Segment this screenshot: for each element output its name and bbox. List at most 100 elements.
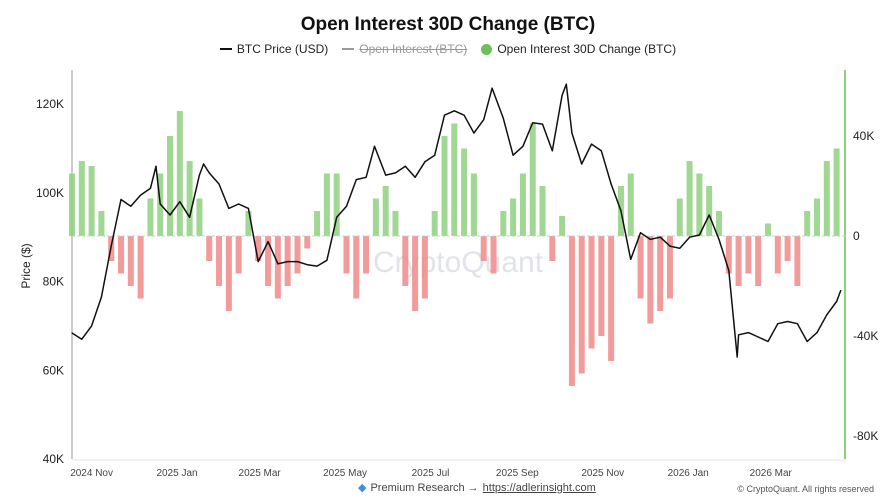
btc-price-point <box>228 207 230 209</box>
btc-price-point <box>532 122 534 124</box>
btc-price-point <box>728 269 730 272</box>
y-tick-label: 100K <box>36 186 64 200</box>
oi-bar-negative <box>755 236 762 286</box>
oi-bar-negative <box>588 236 595 349</box>
btc-price-point <box>404 165 406 167</box>
btc-price-point <box>649 238 651 241</box>
btc-price-point <box>463 114 465 116</box>
btc-price-point <box>316 265 318 267</box>
oi-bar-negative <box>137 236 144 299</box>
btc-price-point <box>238 203 240 205</box>
btc-price-point <box>355 178 357 181</box>
oi-bar-negative <box>206 236 213 261</box>
btc-price-point <box>247 207 250 209</box>
btc-price-point <box>688 236 691 238</box>
btc-price-point <box>600 150 602 152</box>
legend-item-open-interest[interactable]: Open Interest (BTC) <box>342 42 467 56</box>
legend: BTC Price (USD) Open Interest (BTC) Open… <box>0 42 896 56</box>
legend-item-btc-price[interactable]: BTC Price (USD) <box>219 42 329 56</box>
btc-price-point <box>385 174 387 176</box>
btc-price-point <box>796 323 798 325</box>
btc-price-point <box>159 203 161 205</box>
oi-bar-negative <box>578 236 585 374</box>
oi-bar-positive <box>196 198 203 236</box>
btc-price-point <box>512 154 514 156</box>
btc-price-line <box>71 83 842 358</box>
legend-item-oi-30d-change[interactable]: Open Interest 30D Change (BTC) <box>481 42 676 56</box>
oi-bar-positive <box>176 111 183 236</box>
btc-price-point <box>296 261 299 263</box>
oi-bar-negative <box>421 236 428 299</box>
btc-price-point <box>698 234 700 236</box>
oi-bar-negative <box>216 236 223 286</box>
x-tick-label: 2025 Sep <box>496 468 539 479</box>
x-tick-label: 2024 Nov <box>70 468 113 479</box>
footer-promo: ◆ Premium Research → https://adlerinsigh… <box>358 481 596 495</box>
x-tick-label: 2025 Jul <box>412 468 450 479</box>
btc-price-point <box>257 261 259 263</box>
btc-price-point <box>610 183 612 185</box>
oi-bar-negative <box>363 236 370 274</box>
y-tick-label: 60K <box>43 363 64 377</box>
oi-bar-negative <box>666 236 673 299</box>
btc-price-point <box>198 174 201 176</box>
oi-bar-negative <box>255 236 262 261</box>
line-swatch-icon <box>219 48 232 50</box>
btc-price-point <box>414 176 416 178</box>
oi-bar-positive <box>804 211 811 236</box>
btc-price-point <box>840 289 842 292</box>
btc-price-point <box>747 331 749 334</box>
btc-price-point <box>365 176 367 178</box>
gem-icon: ◆ <box>358 482 367 494</box>
y2-tick-label: -40K <box>853 329 878 343</box>
oi-bar-positive <box>500 211 507 236</box>
btc-price-point <box>179 201 181 203</box>
x-tick-label: 2025 May <box>323 468 367 479</box>
legend-label: BTC Price (USD) <box>236 42 329 56</box>
oi-bar-positive <box>431 211 438 236</box>
oi-bar-negative <box>274 236 281 299</box>
promo-link[interactable]: https://adlerinsight.com <box>482 481 596 494</box>
oi-bar-positive <box>69 173 75 236</box>
btc-price-point <box>718 238 720 241</box>
legend-label: Open Interest (BTC) <box>359 42 468 56</box>
btc-price-point <box>394 172 397 174</box>
oi-bar-positive <box>706 186 713 236</box>
oi-bar-negative <box>353 236 360 299</box>
oi-bar-positive <box>392 211 399 236</box>
btc-price-point <box>522 145 524 147</box>
oi-bar-negative <box>235 236 242 274</box>
btc-price-point <box>277 263 279 265</box>
btc-price-point <box>835 300 838 303</box>
btc-price-point <box>757 336 759 338</box>
oi-bar-positive <box>559 216 566 236</box>
btc-price-point <box>679 247 681 249</box>
btc-price-point <box>767 340 769 343</box>
oi-bar-negative <box>118 236 125 274</box>
oi-bar-negative <box>549 236 556 261</box>
oi-bar-negative <box>774 236 781 274</box>
btc-price-point <box>203 163 205 165</box>
oi-bar-positive <box>676 198 683 236</box>
oi-bar-negative <box>598 236 605 336</box>
oi-bar-positive <box>510 198 517 236</box>
btc-price-point <box>267 241 269 243</box>
oi-bar-positive <box>686 161 693 236</box>
copyright: © CryptoQuant. All rights reserved <box>737 484 874 494</box>
y2-tick-label: 40K <box>853 129 874 143</box>
oi-bar-negative <box>480 236 487 261</box>
btc-price-point <box>541 123 544 125</box>
oi-bar-negative <box>784 236 791 261</box>
btc-price-point <box>669 245 671 247</box>
promo-text: Premium Research → <box>370 481 479 494</box>
oi-bar-negative <box>412 236 419 311</box>
oi-bar-positive <box>167 136 174 236</box>
oi-bar-positive <box>539 186 546 236</box>
btc-price-point <box>502 117 504 119</box>
oi-bar-negative <box>490 236 497 274</box>
legend-label: Open Interest 30D Change (BTC) <box>497 42 677 56</box>
btc-price-point <box>590 143 593 145</box>
y-tick-label: 120K <box>36 97 64 111</box>
oi-bar-positive <box>813 198 820 236</box>
btc-price-point <box>189 216 191 218</box>
